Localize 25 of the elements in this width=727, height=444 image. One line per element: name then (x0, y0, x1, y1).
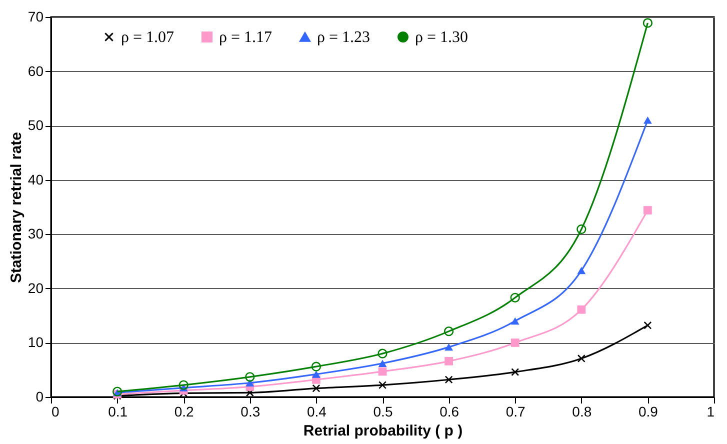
y-axis-title: Stationary retrial rate (8, 132, 25, 283)
y-tick-label: 50 (28, 117, 44, 134)
y-tick-label: 30 (28, 226, 44, 242)
y-tick-label: 60 (28, 62, 44, 79)
legend-label: ρ = 1.30 (415, 29, 468, 46)
y-tick-label: 0 (36, 388, 44, 404)
x-tick-label: 0.6 (440, 404, 460, 420)
legend-label: ρ = 1.23 (317, 29, 370, 46)
x-tick-label: 0.1 (108, 404, 128, 420)
legend-label: ρ = 1.17 (219, 29, 272, 46)
x-tick-label: 0.7 (506, 404, 526, 420)
y-tick-label: 40 (28, 171, 44, 188)
x-tick-label: 1 (706, 404, 715, 420)
x-tick-label: 0.5 (373, 404, 393, 420)
x-tick-label: 0.8 (572, 404, 592, 420)
y-tick-label: 70 (28, 8, 44, 24)
x-tick-label: 0.3 (240, 404, 260, 420)
x-tick-label: 0 (52, 404, 60, 420)
y-tick-label: 10 (28, 334, 44, 350)
x-tick-label: 0.2 (174, 404, 194, 420)
legend-label: ρ = 1.07 (121, 29, 174, 46)
x-tick-label: 0.4 (306, 404, 327, 420)
x-tick-label: 0.9 (638, 404, 658, 420)
x-axis-title: Retrial probability ( p ) (303, 422, 463, 440)
y-tick-label: 20 (28, 280, 44, 296)
